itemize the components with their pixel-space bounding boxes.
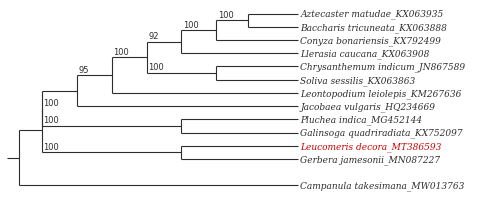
Text: 100: 100 bbox=[44, 116, 59, 125]
Text: 100: 100 bbox=[183, 20, 198, 29]
Text: Pluchea indica_MG452144: Pluchea indica_MG452144 bbox=[300, 115, 422, 125]
Text: Aztecaster matudae_KX063935: Aztecaster matudae_KX063935 bbox=[300, 10, 444, 19]
Text: 100: 100 bbox=[148, 63, 164, 72]
Text: Jacobaea vulgaris_HQ234669: Jacobaea vulgaris_HQ234669 bbox=[300, 102, 436, 111]
Text: Chrysanthemum indicum_JN867589: Chrysanthemum indicum_JN867589 bbox=[300, 62, 466, 72]
Text: Conyza bonariensis_KX792499: Conyza bonariensis_KX792499 bbox=[300, 36, 442, 46]
Text: 100: 100 bbox=[218, 11, 234, 20]
Text: Soliva sessilis_KX063863: Soliva sessilis_KX063863 bbox=[300, 75, 416, 85]
Text: Gerbera jamesonii_MN087227: Gerbera jamesonii_MN087227 bbox=[300, 154, 440, 164]
Text: 100: 100 bbox=[44, 98, 59, 107]
Text: 100: 100 bbox=[44, 142, 59, 151]
Text: Campanula takesimana_MW013763: Campanula takesimana_MW013763 bbox=[300, 181, 465, 190]
Text: Galinsoga quadriradiata_KX752097: Galinsoga quadriradiata_KX752097 bbox=[300, 128, 463, 138]
Text: 95: 95 bbox=[78, 65, 89, 74]
Text: Leontopodium leiolepis_KM267636: Leontopodium leiolepis_KM267636 bbox=[300, 89, 462, 98]
Text: 100: 100 bbox=[113, 48, 129, 57]
Text: Baccharis tricuneata_KX063888: Baccharis tricuneata_KX063888 bbox=[300, 23, 448, 32]
Text: Leucomeris decora_MT386593: Leucomeris decora_MT386593 bbox=[300, 141, 442, 151]
Text: 92: 92 bbox=[148, 32, 158, 41]
Text: Llerasia caucana_KX063908: Llerasia caucana_KX063908 bbox=[300, 49, 430, 59]
